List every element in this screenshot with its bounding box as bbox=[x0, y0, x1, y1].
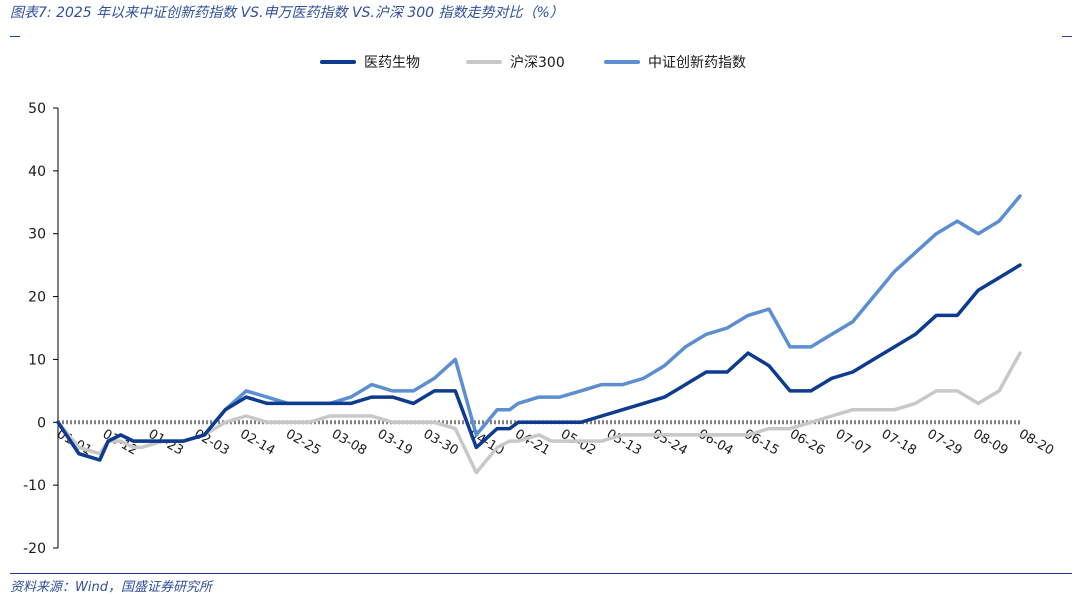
x-tick-label: 02-14 bbox=[237, 427, 277, 459]
x-tick-label: 06-04 bbox=[695, 427, 735, 459]
source-note: 资料来源：Wind，国盛证券研究所 bbox=[10, 580, 212, 595]
x-tick-label: 05-24 bbox=[650, 427, 690, 459]
legend-item-series-1: 医药生物 bbox=[320, 52, 420, 72]
y-tick-label: -10 bbox=[23, 478, 46, 494]
y-tick-label: 50 bbox=[28, 101, 46, 117]
legend-item-series-3: 中证创新药指数 bbox=[604, 52, 746, 72]
legend-swatch-series-3 bbox=[604, 60, 640, 64]
x-tick-label: 06-26 bbox=[787, 427, 827, 459]
x-tick-label: 07-18 bbox=[879, 427, 919, 459]
chart-legend: 医药生物 沪深300 中证创新药指数 bbox=[0, 52, 1080, 72]
y-tick-label: 30 bbox=[28, 227, 46, 243]
y-tick-label: -20 bbox=[23, 541, 46, 557]
legend-label-series-3: 中证创新药指数 bbox=[648, 55, 746, 71]
x-tick-label: 03-30 bbox=[420, 427, 460, 459]
top-rule-right-mark bbox=[1062, 36, 1072, 37]
legend-item-series-2: 沪深300 bbox=[466, 52, 565, 72]
legend-swatch-series-2 bbox=[466, 60, 502, 64]
series-line-1 bbox=[56, 263, 1022, 462]
x-tick-label: 08-20 bbox=[1016, 427, 1056, 459]
x-tick-label: 08-09 bbox=[970, 427, 1010, 459]
x-tick-label: 02-25 bbox=[283, 427, 323, 459]
top-rule-left-mark bbox=[10, 36, 20, 37]
x-tick-label: 07-29 bbox=[924, 427, 964, 459]
top-rule bbox=[0, 24, 1080, 50]
x-tick-label: 05-13 bbox=[604, 427, 644, 459]
x-tick-label: 03-19 bbox=[375, 427, 415, 459]
legend-label-series-2: 沪深300 bbox=[510, 55, 565, 71]
y-tick-label: 0 bbox=[37, 415, 46, 431]
bottom-rule bbox=[10, 573, 1072, 574]
legend-label-series-1: 医药生物 bbox=[364, 55, 420, 71]
chart-title: 图表7: 2025 年以来中证创新药指数 VS.申万医药指数 VS.沪深 300… bbox=[10, 5, 564, 21]
x-tick-label: 04-10 bbox=[466, 427, 506, 459]
y-tick-label: 20 bbox=[28, 290, 46, 306]
legend-swatch-series-1 bbox=[320, 60, 356, 64]
x-tick-label: 03-08 bbox=[329, 427, 369, 459]
y-tick-label: 40 bbox=[28, 164, 46, 180]
x-tick-label: 07-07 bbox=[833, 427, 873, 459]
y-tick-label: 10 bbox=[28, 352, 46, 368]
